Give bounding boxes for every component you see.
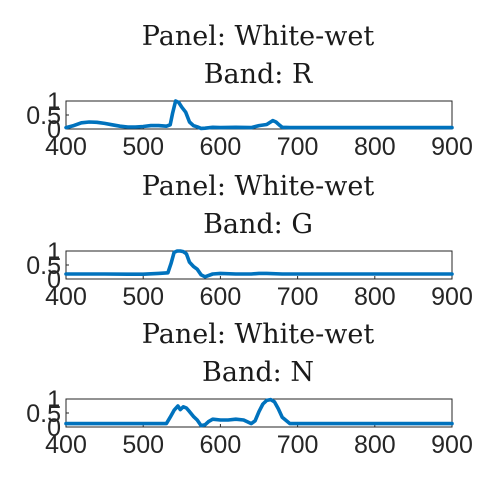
panel-band-r: Panel: White-wet Band: R 400 500 600 700 800… <box>26 21 473 161</box>
x-tick-label-g: 500 <box>122 283 164 311</box>
band-title-r: Band: R <box>204 59 313 90</box>
x-tick-label-r: 400 <box>45 133 87 161</box>
x-tick-label-g: 700 <box>277 283 319 311</box>
x-tick-label-r: 800 <box>354 133 396 161</box>
panel-band-g: Panel: White-wet Band: G 400 500 600 700 800… <box>26 171 473 311</box>
x-tick-label-r: 900 <box>431 133 473 161</box>
x-tick-label-g: 600 <box>200 283 242 311</box>
y-tick-label-g: 0.5 <box>26 252 61 280</box>
x-tick-label-n: 900 <box>431 431 473 459</box>
x-tick-label-g: 800 <box>354 283 396 311</box>
y-tick-label-n: 1 <box>47 386 61 414</box>
x-tick-label-n: 700 <box>277 431 319 459</box>
x-tick-label-n: 800 <box>354 431 396 459</box>
x-tick-label-n: 600 <box>200 431 242 459</box>
band-title-n: Band: N <box>202 357 314 388</box>
plot-area-g: 400 500 600 700 800 900 00.51 <box>26 238 473 311</box>
plot-area-n: 400 500 600 700 800 900 00.51 <box>26 386 473 459</box>
x-tick-label-g: 400 <box>45 283 87 311</box>
series-line-r <box>64 99 454 131</box>
y-tick-label-r: 0 <box>47 116 61 144</box>
x-tick-label-g: 900 <box>431 283 473 311</box>
x-tick-label-r: 700 <box>277 133 319 161</box>
series-line-n <box>64 397 454 428</box>
y-tick-label-g: 1 <box>47 238 61 266</box>
x-tick-label-r: 500 <box>122 133 164 161</box>
panel-title-n: Panel: White-wet <box>142 319 375 350</box>
band-title-g: Band: G <box>203 209 313 240</box>
x-tick-label-r: 600 <box>200 133 242 161</box>
y-tick-label-r: 0.5 <box>26 102 61 130</box>
plot-area-r: 400 500 600 700 800 900 00.51 <box>26 88 473 161</box>
panel-band-n: Panel: White-wet Band: N 400 500 600 700 800… <box>26 319 473 459</box>
y-tick-label-n: 0 <box>47 414 61 442</box>
series-line-g <box>64 249 454 279</box>
y-tick-label-n: 0.5 <box>26 400 61 428</box>
panel-title-r: Panel: White-wet <box>142 21 375 52</box>
y-tick-label-g: 0 <box>47 266 61 294</box>
x-tick-label-n: 500 <box>122 431 164 459</box>
panel-title-g: Panel: White-wet <box>142 171 375 202</box>
x-tick-label-n: 400 <box>45 431 87 459</box>
y-tick-label-r: 1 <box>47 88 61 116</box>
